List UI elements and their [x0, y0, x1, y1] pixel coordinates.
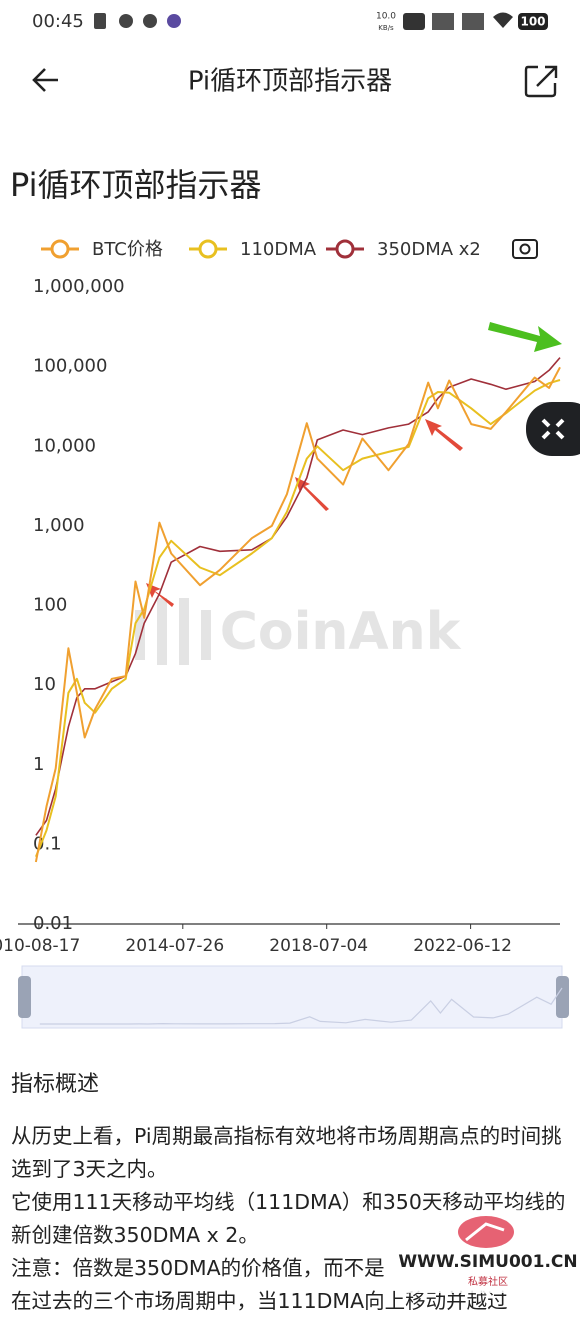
y-tick-label: 1,000,000 — [33, 276, 125, 297]
site-url: WWW.SIMU001.CN — [398, 1252, 577, 1272]
series-line — [34, 379, 561, 858]
back-button[interactable] — [32, 68, 58, 92]
paragraph: 注意：倍数是350DMA的价格值，而不是 — [11, 1256, 385, 1280]
status-icon — [462, 13, 484, 30]
legend-label: 110DMA — [240, 239, 317, 260]
annotation-arrow — [488, 322, 562, 352]
y-tick-label: 100 — [33, 595, 67, 616]
status-speed: 10.0 — [376, 12, 396, 22]
status-icon — [119, 14, 133, 28]
chart: 00:45 10.0 KB/s 100 Pi循环顶部指示器 Pi循环顶部指示器 … — [0, 11, 580, 1029]
status-battery — [518, 13, 548, 30]
y-tick-label: 0.01 — [33, 913, 73, 934]
x-tick-label: 2018-07-04 — [269, 936, 368, 956]
status-icon — [167, 14, 181, 28]
x-tick-label: 2010-08-17 — [0, 936, 80, 956]
navigator-line — [39, 987, 563, 1025]
chart-title: Pi循环顶部指示器 — [10, 166, 262, 204]
series-line — [34, 366, 561, 863]
legend-marker — [335, 239, 355, 259]
navigator-handle[interactable] — [18, 976, 31, 1018]
status-icon — [432, 13, 454, 30]
y-tick-label: 1,000 — [33, 515, 85, 536]
status-speed-unit: KB/s — [378, 24, 394, 32]
legend-marker — [198, 239, 218, 259]
site-watermark: WWW.SIMU001.CN 私募社区 — [396, 1210, 580, 1293]
status-time: 00:45 — [32, 11, 84, 32]
legend-label: BTC价格 — [92, 239, 163, 260]
series-line — [35, 357, 561, 836]
status-icon — [143, 14, 157, 28]
share-button[interactable] — [524, 65, 558, 98]
status-icon — [403, 13, 425, 30]
y-tick-label: 100,000 — [33, 356, 107, 377]
camera-button[interactable] — [512, 239, 538, 259]
watermark: CoinAnk — [220, 602, 462, 662]
y-tick-label: 10,000 — [33, 435, 96, 456]
y-tick-label: 1 — [33, 754, 44, 775]
fullscreen-button[interactable] — [526, 402, 580, 456]
y-tick-label: 10 — [33, 674, 56, 695]
status-battery-text: 100 — [520, 15, 545, 29]
legend-label: 350DMA x2 — [377, 239, 481, 260]
navigator[interactable] — [21, 965, 563, 1029]
legend-marker — [50, 239, 70, 259]
section-title: 指标概述 — [11, 1072, 100, 1097]
paragraph: 从历史上看，Pi周期最高指标有效地将市场周期高点的时间挑选到了3天之内。 — [11, 1124, 562, 1181]
status-wifi — [493, 12, 513, 28]
x-tick-label: 2022-06-12 — [413, 936, 512, 956]
site-name: 私募社区 — [468, 1275, 508, 1288]
x-tick-label: 2014-07-26 — [125, 936, 224, 956]
watermark-logo — [135, 598, 211, 665]
paragraph: 它使用111天移动平均线（111DMA）和350天移动平均线的新创建倍数350D… — [11, 1190, 566, 1247]
header-title: Pi循环顶部指示器 — [188, 67, 392, 97]
site-logo: WWW.SIMU001.CN 私募社区 — [398, 1216, 578, 1288]
navigator-handle[interactable] — [556, 976, 569, 1018]
status-icon — [94, 13, 106, 29]
